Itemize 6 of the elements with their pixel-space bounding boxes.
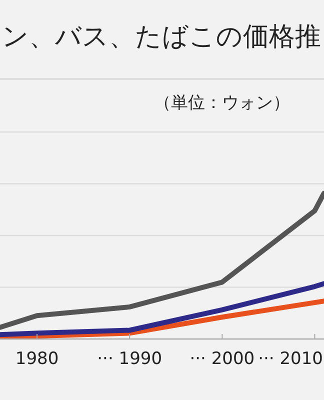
xtick: ··· 1990: [97, 349, 162, 369]
xtick: ··· 2010: [258, 349, 323, 369]
xtick: 1980: [15, 349, 59, 369]
xtick: ··· 2000: [190, 349, 255, 369]
title: ン、バス、たばこの価格推: [2, 22, 321, 52]
subtitle: （単位：ウォン）: [154, 93, 290, 113]
